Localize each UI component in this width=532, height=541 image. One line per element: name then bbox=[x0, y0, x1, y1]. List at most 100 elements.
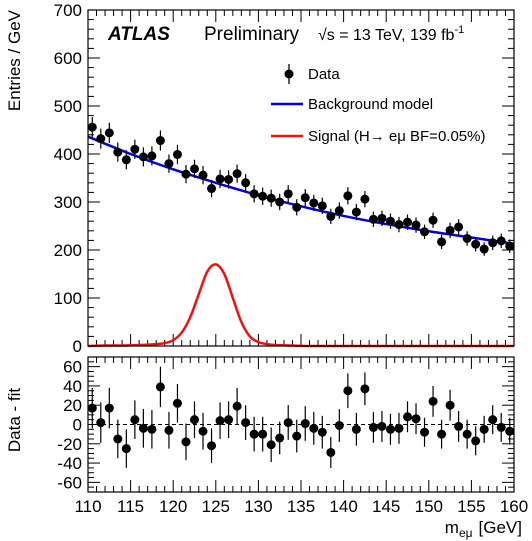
x-tick-label: 125 bbox=[202, 497, 230, 516]
data-point bbox=[113, 142, 123, 162]
ratio-point-marker bbox=[172, 398, 182, 408]
data-point-marker bbox=[377, 213, 387, 223]
data-point-marker bbox=[113, 147, 123, 157]
x-tick-label: 145 bbox=[372, 497, 400, 516]
ratio-point bbox=[275, 421, 285, 455]
data-point-marker bbox=[275, 197, 285, 207]
data-point-marker bbox=[283, 189, 293, 199]
data-point bbox=[198, 166, 208, 185]
data-point-marker bbox=[164, 159, 174, 169]
x-tick-label: 130 bbox=[244, 497, 272, 516]
ratio-point bbox=[164, 411, 174, 449]
data-point bbox=[147, 146, 157, 166]
ratio-point bbox=[241, 405, 251, 440]
data-point-marker bbox=[96, 134, 106, 144]
data-point bbox=[445, 222, 455, 238]
ratio-point-marker bbox=[462, 429, 472, 439]
signal-curve bbox=[87, 263, 514, 348]
y-tick-label: 300 bbox=[54, 193, 82, 212]
main-y-tick-labels: 0 100 200 300 400 500 600 700 bbox=[54, 1, 82, 356]
ratio-point bbox=[368, 411, 378, 443]
main-curves bbox=[87, 135, 515, 348]
data-point-marker bbox=[292, 202, 302, 212]
data-point-marker bbox=[437, 237, 447, 247]
data-point-marker bbox=[360, 194, 370, 204]
ratio-point-marker bbox=[505, 426, 515, 436]
ratio-point-marker bbox=[411, 414, 421, 424]
data-point-marker bbox=[249, 189, 259, 199]
ratio-point-marker bbox=[283, 418, 293, 428]
ratio-point bbox=[496, 412, 506, 442]
ratio-point-marker bbox=[334, 420, 344, 430]
data-point bbox=[462, 231, 472, 246]
y-tick-label: 500 bbox=[54, 97, 82, 116]
data-point bbox=[292, 199, 302, 216]
data-point-marker bbox=[138, 152, 148, 162]
data-point bbox=[224, 170, 234, 189]
y-tick-label: 400 bbox=[54, 145, 82, 164]
ratio-point bbox=[351, 412, 361, 446]
x-tick-labels: 110 115 120 125 130 135 140 145 150 155 160 bbox=[74, 497, 528, 516]
data-point-marker bbox=[403, 217, 412, 227]
legend-data-label: Data bbox=[308, 66, 340, 83]
ratio-point-marker bbox=[317, 427, 327, 437]
ratio-point-marker bbox=[138, 423, 148, 433]
data-point bbox=[309, 194, 319, 212]
data-point-marker bbox=[241, 178, 251, 188]
ratio-point-marker bbox=[300, 419, 310, 429]
main-data-points bbox=[87, 117, 515, 256]
ratio-point bbox=[172, 384, 182, 423]
ratio-point bbox=[130, 400, 140, 439]
ratio-point bbox=[403, 401, 412, 433]
data-point bbox=[334, 202, 344, 219]
data-point bbox=[394, 216, 404, 233]
data-point-marker bbox=[121, 155, 131, 165]
ratio-y-tick-label: -20 bbox=[57, 435, 82, 454]
ratio-point bbox=[360, 372, 370, 406]
data-point bbox=[96, 128, 106, 149]
ratio-point bbox=[198, 412, 208, 450]
ratio-point-marker bbox=[190, 415, 199, 425]
data-point bbox=[130, 139, 140, 159]
data-point bbox=[437, 234, 447, 250]
main-frame bbox=[87, 9, 515, 347]
data-point bbox=[172, 144, 182, 165]
ratio-point bbox=[317, 415, 327, 449]
data-point-marker bbox=[505, 241, 515, 251]
data-point bbox=[164, 154, 174, 173]
ratio-point bbox=[292, 419, 302, 453]
data-point-marker bbox=[147, 151, 157, 161]
ratio-point bbox=[343, 373, 353, 409]
ratio-point-marker bbox=[241, 418, 251, 428]
ratio-point bbox=[437, 419, 447, 449]
data-point bbox=[300, 189, 310, 207]
ratio-point bbox=[488, 405, 498, 435]
data-point bbox=[505, 239, 515, 253]
data-point-marker bbox=[471, 239, 481, 249]
data-point-marker bbox=[462, 233, 472, 243]
ratio-point-marker bbox=[377, 421, 387, 431]
data-point bbox=[266, 189, 276, 207]
data-point-marker bbox=[334, 206, 344, 216]
ratio-point-marker bbox=[368, 422, 378, 432]
x-tick-label: 135 bbox=[287, 497, 315, 516]
ratio-point bbox=[334, 409, 344, 442]
ratio-point bbox=[471, 426, 481, 456]
ratio-point-marker bbox=[215, 416, 225, 426]
x-tick-label: 110 bbox=[74, 497, 101, 516]
ratio-point bbox=[445, 389, 455, 421]
y-tick-label: 600 bbox=[54, 49, 82, 68]
ratio-point-marker bbox=[113, 434, 123, 444]
data-point bbox=[471, 237, 481, 252]
data-point-marker bbox=[232, 169, 242, 179]
data-point-marker bbox=[428, 215, 438, 225]
ratio-point bbox=[224, 401, 234, 438]
data-point-marker bbox=[258, 191, 268, 201]
data-point-marker bbox=[394, 220, 404, 230]
data-point bbox=[454, 219, 464, 235]
ratio-point bbox=[138, 409, 148, 448]
ratio-point bbox=[266, 427, 276, 463]
y-tick-label: 0 bbox=[73, 337, 82, 356]
